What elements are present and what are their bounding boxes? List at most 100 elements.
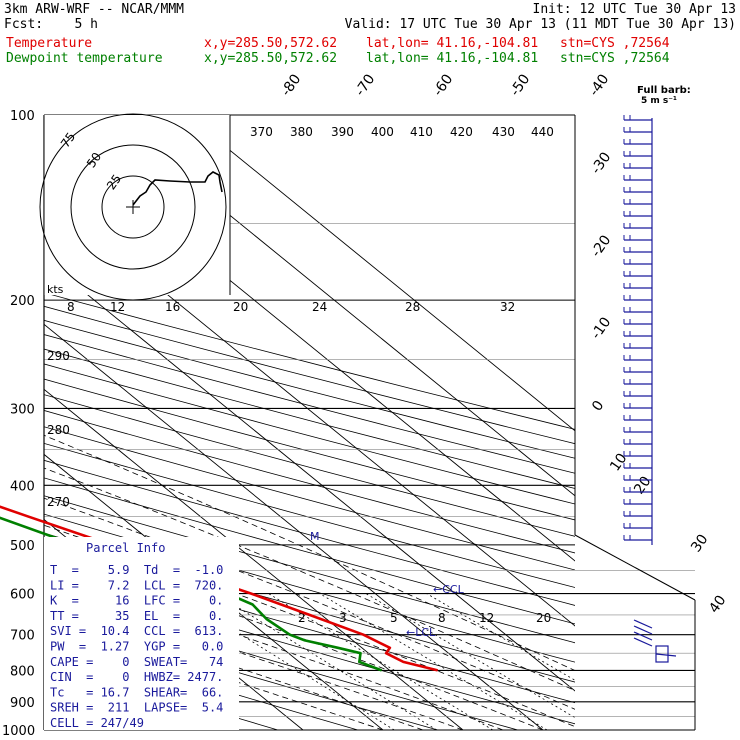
temperature-latlon: lat,lon= 41.16,-104.81	[366, 36, 539, 51]
temperature-legend: Temperature	[6, 36, 93, 51]
wind-barb	[633, 625, 653, 635]
dewpoint-profile	[0, 516, 383, 672]
wind-speed-tick: 24	[312, 300, 327, 314]
wind-barbs	[623, 115, 677, 663]
isotherm-label: -40	[586, 71, 612, 99]
temperature-station: stn=CYS ,72564	[560, 36, 670, 51]
isotherm-label: -10	[588, 314, 614, 342]
parcel-info-box: Parcel Info T = 5.9 Td = -1.0LI = 7.2 LC…	[44, 537, 239, 730]
parcel-info-row: CAPE = 0 SWEAT= 74	[50, 655, 223, 669]
parcel-info-row: SREH = 211 LAPSE= 5.4	[50, 701, 223, 715]
parcel-info-row: K = 16 LFC = 0.	[50, 594, 223, 608]
theta-label: 440	[531, 125, 554, 139]
mixing-ratio-line	[319, 593, 548, 730]
isotherm-label: 0	[589, 398, 607, 414]
parcel-info-row: SVI = 10.4 CCL = 613.	[50, 624, 223, 638]
parcel-info-row: LI = 7.2 LCL = 720.	[50, 578, 223, 592]
mixing-ratio-label: 3	[339, 611, 347, 625]
wind-barb	[633, 637, 653, 647]
isotherm	[44, 453, 384, 730]
mixing-ratio-label: 20	[536, 611, 551, 625]
wind-speed-tick: 12	[110, 300, 125, 314]
isotherm-label: 20	[631, 474, 654, 498]
wind-speed-tick: 20	[233, 300, 248, 314]
pressure-tick-200: 200	[10, 294, 35, 309]
theta-label: 290	[47, 349, 70, 363]
pressure-tick-500: 500	[10, 539, 35, 554]
wind-unit-label: kts	[47, 283, 64, 296]
isotherm	[186, 115, 575, 432]
isotherm-label: -80	[278, 71, 304, 99]
pressure-tick-400: 400	[10, 479, 35, 494]
parcel-info-row: T = 5.9 Td = -1.0	[50, 563, 223, 577]
ccl-marker: ←CCL	[433, 583, 465, 596]
isotherm-label: -70	[352, 71, 378, 99]
mixing-ratio-line	[365, 593, 575, 719]
pressure-tick-100: 100	[10, 109, 35, 124]
barb-legend: Full barb:	[637, 85, 691, 96]
dewpoint-latlon: lat,lon= 41.16,-104.81	[366, 51, 539, 66]
wind-speed-tick: 32	[500, 300, 515, 314]
parcel-info-row: CIN = 0 HWBZ= 2477.	[50, 670, 223, 684]
pressure-tick-900: 900	[10, 696, 35, 711]
isotherm-label: -20	[588, 232, 614, 260]
pressure-tick-700: 700	[10, 629, 35, 644]
parcel-info-row: CELL = 247/49	[50, 716, 144, 730]
pressure-tick-300: 300	[10, 402, 35, 417]
isotherm	[44, 258, 575, 692]
isotherm-label: -60	[430, 71, 456, 99]
mixing-ratio-line	[426, 593, 575, 681]
temperature-profile	[0, 505, 439, 672]
wind-speed-tick: 16	[165, 300, 180, 314]
theta-label: 380	[290, 125, 313, 139]
theta-label: 420	[450, 125, 473, 139]
mixing-ratio-label: 5	[390, 611, 398, 625]
dewpoint-xy: x,y=285.50,572.62	[204, 51, 338, 66]
init-time: Init: 12 UTC Tue 30 Apr 13	[532, 2, 737, 17]
parcel-info-row: TT = 35 EL = 0.	[50, 609, 223, 623]
parcel-info-row: PW = 1.27 YGP = 0.0	[50, 640, 223, 654]
parcel-marker: M	[310, 530, 320, 543]
hodo-ring-75	[39, 113, 227, 301]
mixing-ratio-line	[215, 593, 437, 730]
theta-label: 390	[331, 125, 354, 139]
isotherm	[44, 388, 464, 730]
dewpoint-legend: Dewpoint temperature	[6, 51, 163, 66]
wind-barb	[633, 619, 653, 629]
wind-barb	[633, 631, 653, 641]
parcel-info-title: Parcel Info	[86, 541, 165, 555]
pressure-tick-1000: 1000	[2, 724, 35, 739]
theta-label: 410	[410, 125, 433, 139]
dewpoint-station: stn=CYS ,72564	[560, 51, 670, 66]
isotherm	[106, 115, 575, 497]
theta-label: 280	[47, 423, 70, 437]
theta-label: 270	[47, 495, 70, 509]
isotherm	[44, 323, 544, 730]
pressure-tick-800: 800	[10, 664, 35, 679]
parcel-info-row: Tc = 16.7 SHEAR= 66.	[50, 685, 223, 699]
hodo-ring-25	[101, 175, 165, 239]
isotherm-label: -30	[588, 149, 614, 177]
mixing-ratio-label: 8	[438, 611, 446, 625]
barb-legend-unit: 5 m s⁻¹	[641, 96, 677, 106]
wind-speed-axis: kts	[47, 283, 64, 296]
theta-label: 430	[492, 125, 515, 139]
lcl-marker: ←LCL	[406, 626, 436, 639]
moist-adiabat	[44, 619, 384, 730]
hodograph: 75 50 25	[39, 113, 231, 301]
wind-speed-tick: 28	[405, 300, 420, 314]
isotherm-label: -50	[507, 71, 533, 99]
mixing-ratio-label: 12	[479, 611, 494, 625]
isotherm-label: 10	[607, 451, 630, 475]
wind-speed-tick: 8	[67, 300, 75, 314]
pressure-tick-600: 600	[10, 588, 35, 603]
hodo-ring-50	[70, 144, 196, 270]
theta-label: 400	[371, 125, 394, 139]
valid-time: Valid: 17 UTC Tue 30 Apr 13 (11 MDT Tue …	[344, 17, 736, 32]
model-title: 3km ARW-WRF -- NCAR/MMM	[4, 2, 185, 17]
theta-label: 370	[250, 125, 273, 139]
isotherm-label: 30	[688, 532, 711, 556]
temperature-xy: x,y=285.50,572.62	[204, 36, 338, 51]
hodograph-trace	[132, 171, 223, 206]
